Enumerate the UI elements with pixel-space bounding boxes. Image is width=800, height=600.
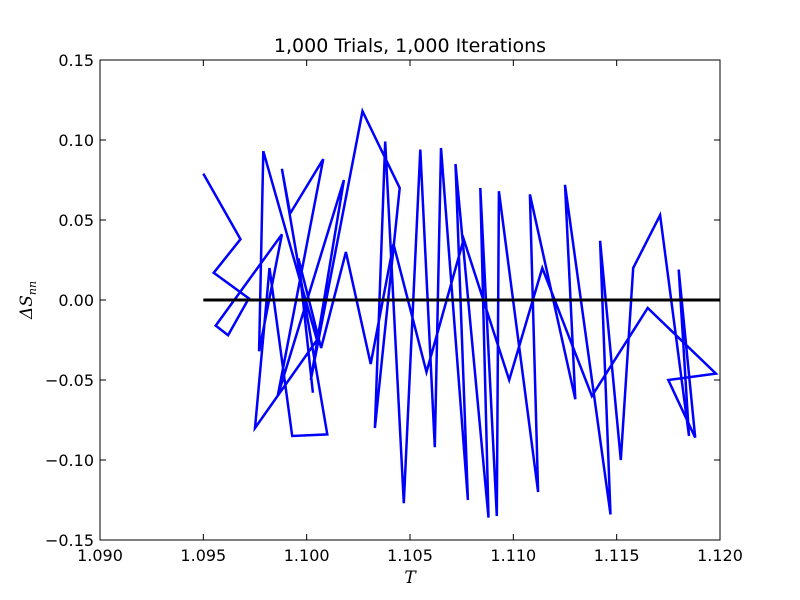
series-line-delta-snn xyxy=(202,107,719,518)
chart-title: 1,000 Trials, 1,000 Iterations xyxy=(274,35,546,57)
series-layer xyxy=(202,107,720,518)
x-axis-label: T xyxy=(404,568,417,588)
y-axis-label: ΔSnn xyxy=(17,281,39,320)
x-tick-label: 1.090 xyxy=(77,546,123,565)
y-tick-label: 0.00 xyxy=(58,291,94,310)
y-axis-label-sub: nn xyxy=(26,281,39,295)
x-tick-label: 1.100 xyxy=(284,546,330,565)
y-tick-label: 0.05 xyxy=(58,211,94,230)
y-tick-label: −0.10 xyxy=(45,451,94,470)
x-tick-label: 1.110 xyxy=(490,546,536,565)
x-tick-label: 1.095 xyxy=(180,546,226,565)
x-tick-label: 1.115 xyxy=(594,546,640,565)
x-tick-label: 1.105 xyxy=(387,546,433,565)
y-tick-label: −0.15 xyxy=(45,531,94,550)
x-tick-label: 1.120 xyxy=(697,546,743,565)
y-axis-label-main: ΔS xyxy=(17,295,37,320)
tick-layer: 1.090 1.095 1.100 1.105 1.110 1.115 1.120 −0.15… xyxy=(45,51,743,565)
y-tick-label: 0.10 xyxy=(58,131,94,150)
y-tick-label: 0.15 xyxy=(58,51,94,70)
y-tick-label: −0.05 xyxy=(45,371,94,390)
